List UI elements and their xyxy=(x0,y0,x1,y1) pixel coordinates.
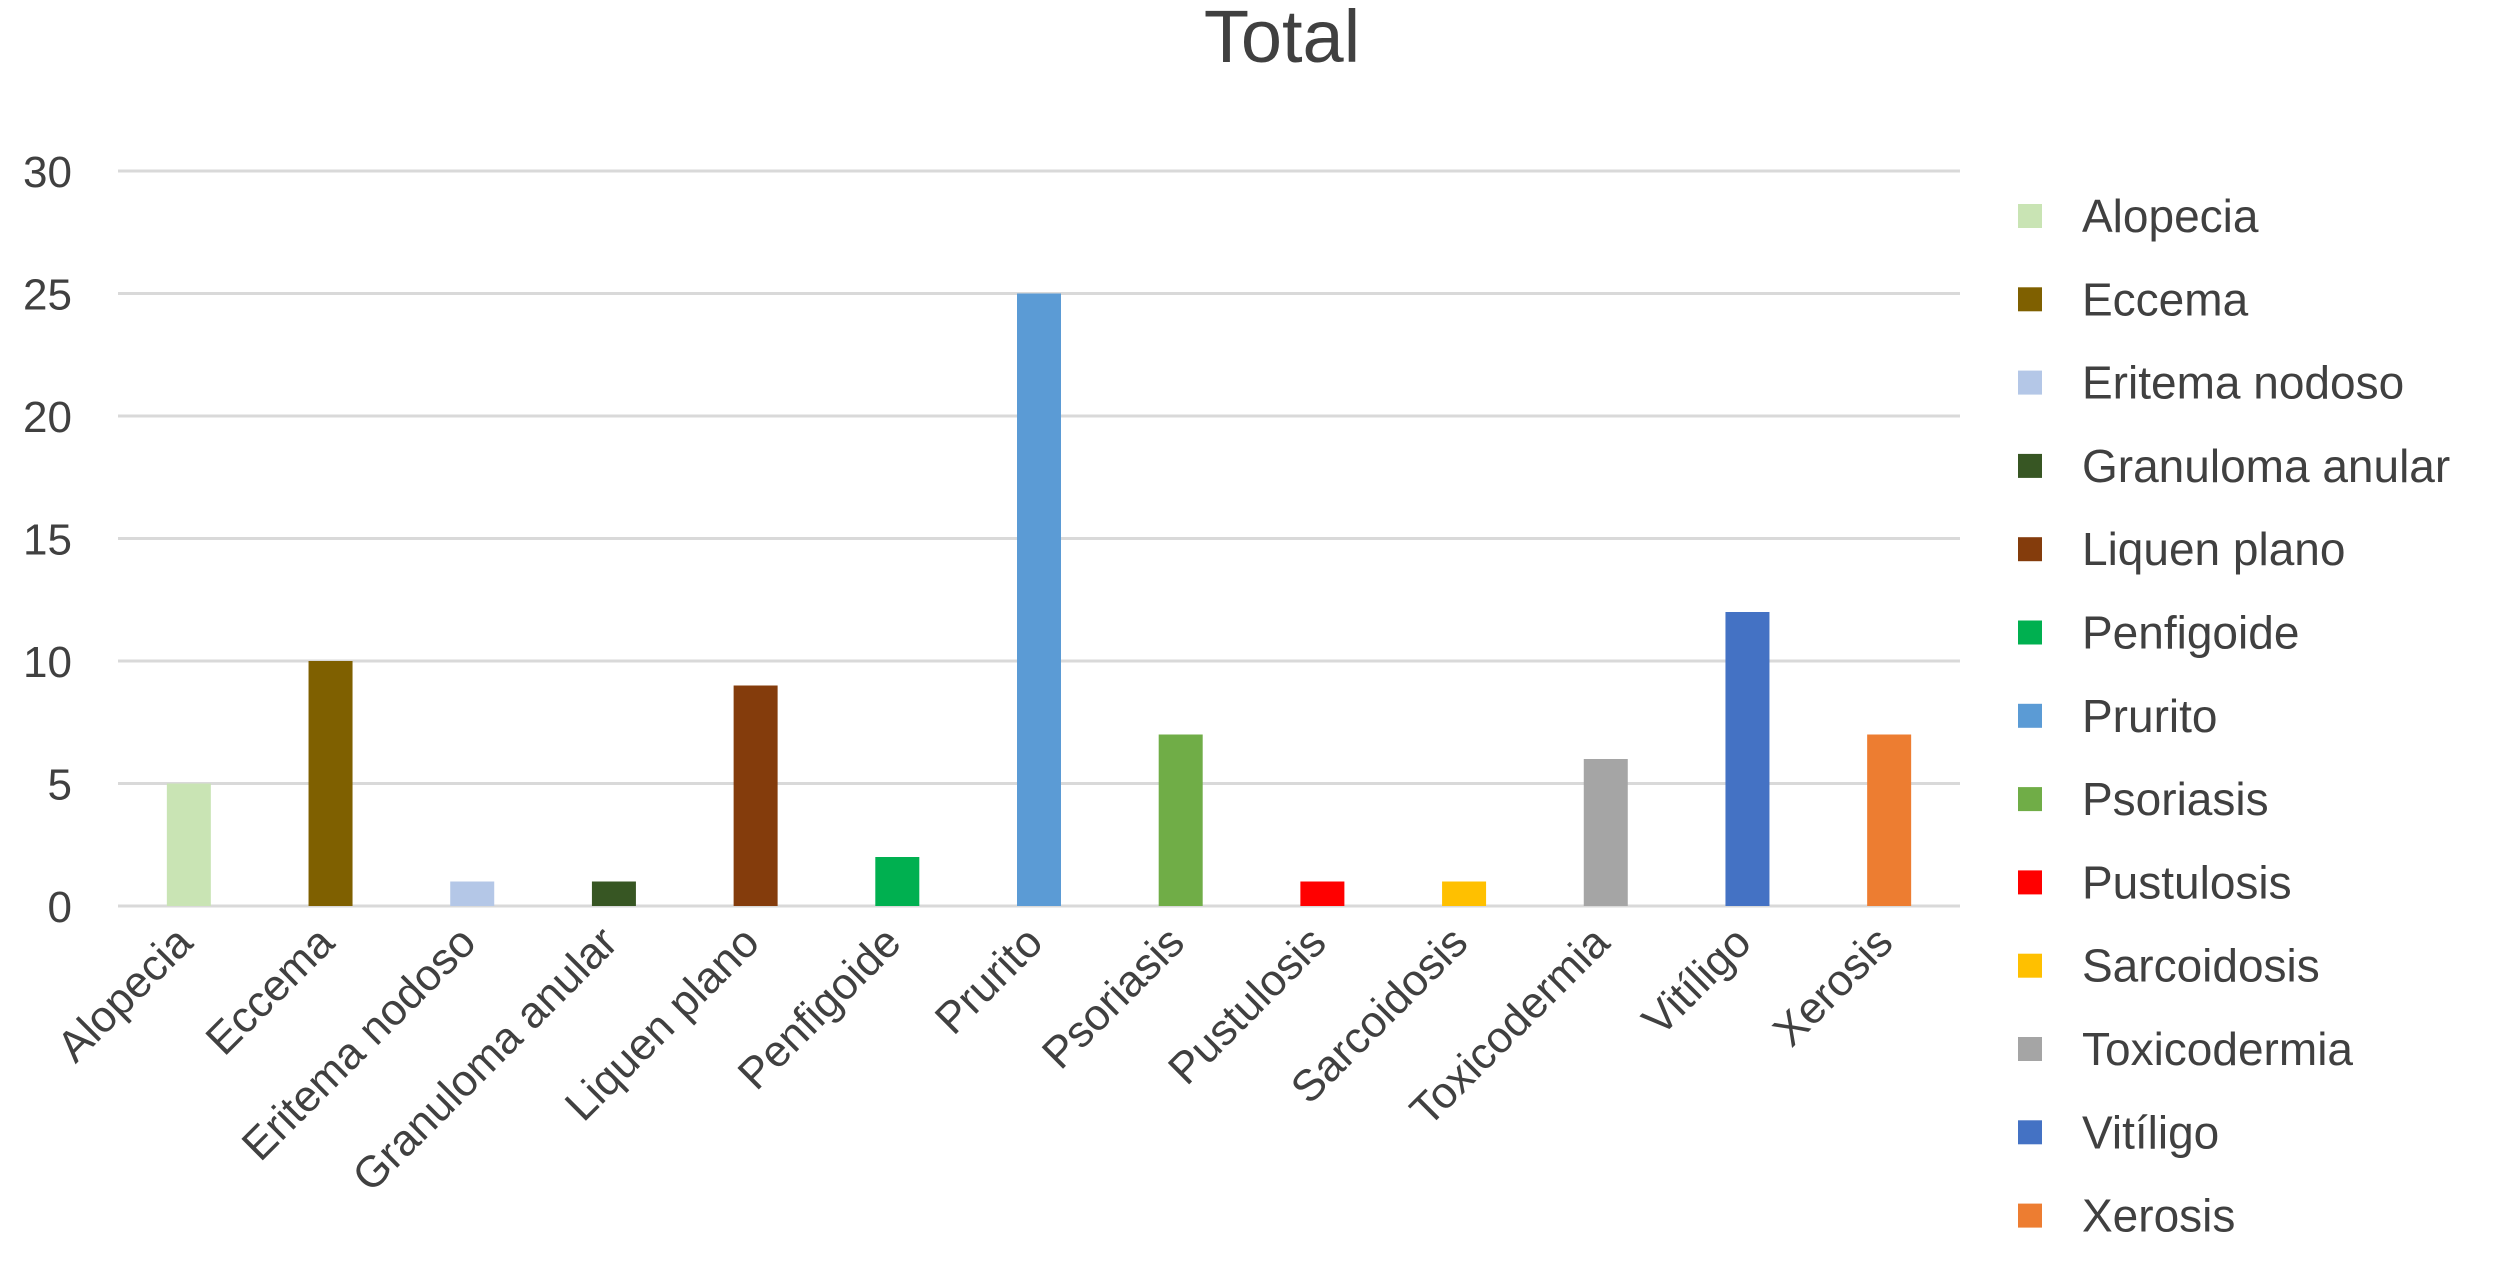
bar-pustulosis xyxy=(1300,881,1345,906)
y-tick-label: 25 xyxy=(23,271,72,320)
bars xyxy=(166,293,1912,906)
legend-label: Psoriasis xyxy=(2082,773,2269,825)
legend-label: Penfigoide xyxy=(2082,607,2299,659)
x-tick-label: Granuloma anular xyxy=(343,917,627,1201)
legend-swatch xyxy=(2018,1037,2042,1061)
bar-vit-ligo xyxy=(1725,612,1770,906)
legend-swatch xyxy=(2018,703,2042,728)
y-axis-tick-labels: 0 5 10 15 20 25 30 xyxy=(23,148,72,932)
y-tick-label: 20 xyxy=(23,393,72,442)
bar-eritema-nodoso xyxy=(450,881,495,906)
y-tick-label: 10 xyxy=(23,638,72,687)
x-tick-label: Xerosis xyxy=(1764,917,1902,1055)
legend-swatch xyxy=(2018,953,2042,978)
bar-alopecia xyxy=(166,783,211,906)
legend-swatch xyxy=(2018,870,2042,895)
x-tick-label: Eccema xyxy=(197,917,344,1064)
y-tick-label: 30 xyxy=(23,148,72,197)
legend-swatch xyxy=(2018,537,2042,562)
bar-eccema xyxy=(308,661,353,906)
legend-swatch xyxy=(2018,787,2042,812)
legend-label: Toxicodermia xyxy=(2082,1023,2353,1075)
x-tick-label: Alopecia xyxy=(48,917,202,1071)
chart-title: Total xyxy=(1204,0,1360,78)
bar-xerosis xyxy=(1867,734,1912,906)
legend-label: Xerosis xyxy=(2082,1190,2235,1242)
legend-swatch xyxy=(2018,620,2042,645)
legend-swatch xyxy=(2018,370,2042,395)
bar-penfigoide xyxy=(875,857,920,906)
legend-label: Eritema nodoso xyxy=(2082,357,2404,409)
legend-label: Prurito xyxy=(2082,690,2217,742)
legend: Alopecia Eccema Eritema nodoso Granuloma an… xyxy=(2018,190,2450,1242)
legend-label: Granuloma anular xyxy=(2082,440,2450,492)
legend-label: Pustulosis xyxy=(2082,856,2292,908)
legend-swatch xyxy=(2018,204,2042,228)
bar-liquen-plano xyxy=(733,685,778,906)
legend-label: Vitíligo xyxy=(2082,1106,2219,1158)
legend-swatch xyxy=(2018,1120,2042,1145)
bar-sarcoidosis xyxy=(1442,881,1487,906)
legend-swatch xyxy=(2018,287,2042,312)
y-tick-label: 5 xyxy=(48,761,72,810)
legend-swatch xyxy=(2018,453,2042,478)
legend-label: Liquen plano xyxy=(2082,523,2345,575)
bar-toxicodermia xyxy=(1583,759,1628,906)
legend-label: Sarcoidosis xyxy=(2082,940,2320,992)
y-tick-label: 15 xyxy=(23,516,72,565)
legend-label: Alopecia xyxy=(2082,190,2259,242)
legend-swatch xyxy=(2018,1203,2042,1228)
bar-prurito xyxy=(1017,293,1061,906)
legend-label: Eccema xyxy=(2082,273,2249,325)
x-tick-label: Prurito xyxy=(926,917,1052,1043)
y-tick-label: 0 xyxy=(48,883,72,932)
bar-psoriasis xyxy=(1158,734,1203,906)
bar-granuloma-anular xyxy=(591,881,636,906)
x-tick-label: Vitíligo xyxy=(1633,917,1760,1044)
